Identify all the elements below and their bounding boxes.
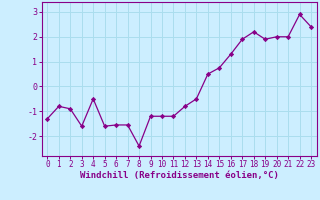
X-axis label: Windchill (Refroidissement éolien,°C): Windchill (Refroidissement éolien,°C) xyxy=(80,171,279,180)
